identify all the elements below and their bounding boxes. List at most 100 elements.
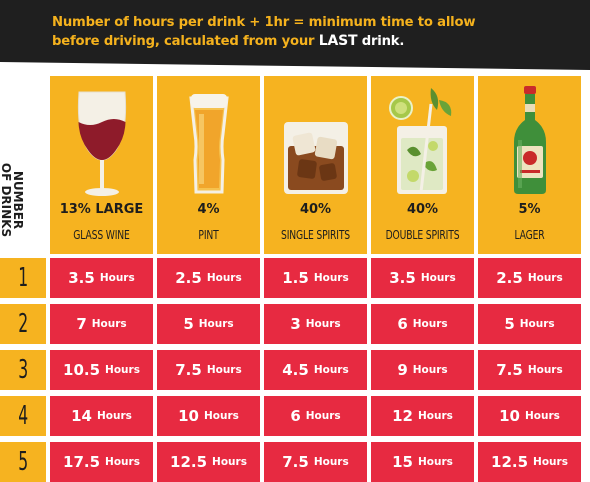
- hours-unit: Hours: [198, 318, 234, 330]
- hours-unit: Hours: [524, 410, 560, 422]
- drink-percent: 13% LARGE: [59, 202, 144, 217]
- hours-cell: 2.5 Hours: [478, 258, 581, 298]
- hours-unit: Hours: [203, 410, 239, 422]
- hours-cell: 12.5 Hours: [157, 442, 260, 482]
- row-number: 2: [0, 304, 46, 344]
- hours-unit: Hours: [305, 410, 341, 422]
- hours-unit: Hours: [105, 364, 140, 376]
- hours-value: 7: [76, 315, 87, 333]
- hours-unit: Hours: [533, 456, 568, 468]
- drink-percent: 40%: [299, 202, 332, 217]
- hours-cell: 17.5 Hours: [50, 442, 153, 482]
- hours-cell: 15 Hours: [371, 442, 474, 482]
- drink-name: SINGLE SPIRITS: [281, 227, 350, 242]
- hours-unit: Hours: [412, 364, 448, 376]
- hours-cell: 6 Hours: [371, 304, 474, 344]
- hours-value: 4.5: [282, 361, 309, 379]
- hours-value: 10: [499, 407, 520, 425]
- drink-percent: 5%: [518, 202, 541, 217]
- hours-value: 7.5: [496, 361, 523, 379]
- hours-unit: Hours: [96, 410, 132, 422]
- hours-cell: 14 Hours: [50, 396, 153, 436]
- drink-percent: 4%: [197, 202, 220, 217]
- row-number: 3: [0, 350, 46, 390]
- hours-cell: 4.5 Hours: [264, 350, 367, 390]
- hours-value: 7.5: [282, 453, 309, 471]
- top-banner: [0, 0, 590, 70]
- wine-glass-icon: [50, 80, 153, 198]
- hours-cell: 2.5 Hours: [157, 258, 260, 298]
- hours-cell: 9 Hours: [371, 350, 474, 390]
- hours-cell: 7.5 Hours: [264, 442, 367, 482]
- header-pint: 4% PINT: [157, 76, 260, 254]
- header-glass-wine: 13% LARGE GLASS WINE: [50, 76, 153, 254]
- hours-cell: 1.5 Hours: [264, 258, 367, 298]
- row-number: 4: [0, 396, 46, 436]
- hours-value: 9: [397, 361, 408, 379]
- hours-unit: Hours: [527, 364, 563, 376]
- hours-value: 1.5: [282, 269, 309, 287]
- hours-unit: Hours: [313, 272, 349, 284]
- hours-value: 12: [392, 407, 413, 425]
- hours-value: 3: [290, 315, 301, 333]
- hours-cell: 7.5 Hours: [478, 350, 581, 390]
- spirits-tumbler-icon: [264, 80, 367, 198]
- hours-unit: Hours: [527, 272, 563, 284]
- hours-cell: 10 Hours: [478, 396, 581, 436]
- hours-unit: Hours: [417, 410, 453, 422]
- hours-value: 6: [290, 407, 301, 425]
- drink-name: PINT: [198, 227, 219, 242]
- banner-text: Number of hours per drink + 1hr = minimu…: [52, 14, 572, 51]
- hours-cell: 10.5 Hours: [50, 350, 153, 390]
- banner-line-2-end: drink.: [357, 34, 405, 49]
- hours-value: 17.5: [63, 453, 101, 471]
- hours-cell: 3.5 Hours: [50, 258, 153, 298]
- hours-unit: Hours: [519, 318, 555, 330]
- row-number-value: 1: [18, 263, 28, 293]
- beer-bottle-icon: [478, 80, 581, 198]
- hours-unit: Hours: [91, 318, 127, 330]
- hours-value: 12.5: [491, 453, 529, 471]
- hours-unit: Hours: [212, 456, 247, 468]
- hours-unit: Hours: [420, 272, 456, 284]
- hours-cell: 7 Hours: [50, 304, 153, 344]
- hours-value: 10: [178, 407, 199, 425]
- hours-cell: 10 Hours: [157, 396, 260, 436]
- row-number-value: 4: [18, 401, 28, 431]
- hours-value: 2.5: [175, 269, 202, 287]
- hours-unit: Hours: [417, 456, 453, 468]
- hours-unit: Hours: [305, 318, 341, 330]
- hours-unit: Hours: [105, 456, 140, 468]
- row-number-value: 3: [18, 355, 28, 385]
- hours-unit: Hours: [313, 456, 349, 468]
- cocktail-glass-icon: [371, 80, 474, 198]
- drink-name: DOUBLE SPIRITS: [385, 227, 460, 242]
- row-number: 5: [0, 442, 46, 482]
- drink-name: LAGER: [514, 227, 545, 242]
- drink-name: GLASS WINE: [73, 227, 130, 242]
- hours-cell: 12.5 Hours: [478, 442, 581, 482]
- header-lager: 5% LAGER: [478, 76, 581, 254]
- hours-value: 3.5: [389, 269, 416, 287]
- hours-cell: 3.5 Hours: [371, 258, 474, 298]
- hours-value: 7.5: [175, 361, 202, 379]
- row-number-value: 5: [18, 447, 28, 477]
- hours-unit: Hours: [206, 364, 242, 376]
- hours-value: 6: [397, 315, 408, 333]
- side-label-line-2: OF DRINKS: [0, 163, 13, 237]
- header-single-spirits: 40% SINGLE SPIRITS: [264, 76, 367, 254]
- hours-value: 2.5: [496, 269, 523, 287]
- number-of-drinks-label: NUMBER OF DRINKS: [0, 150, 46, 250]
- hours-value: 3.5: [68, 269, 95, 287]
- header-double-spirits: 40% DOUBLE SPIRITS: [371, 76, 474, 254]
- hours-value: 15: [392, 453, 413, 471]
- drink-percent: 40%: [406, 202, 439, 217]
- row-number: 1: [0, 258, 46, 298]
- hours-cell: 12 Hours: [371, 396, 474, 436]
- hours-value: 12.5: [170, 453, 208, 471]
- hours-cell: 5 Hours: [478, 304, 581, 344]
- hours-value: 5: [504, 315, 515, 333]
- hours-value: 14: [71, 407, 92, 425]
- banner-line-2: before driving, calculated from your LAS…: [52, 32, 572, 51]
- hours-cell: 6 Hours: [264, 396, 367, 436]
